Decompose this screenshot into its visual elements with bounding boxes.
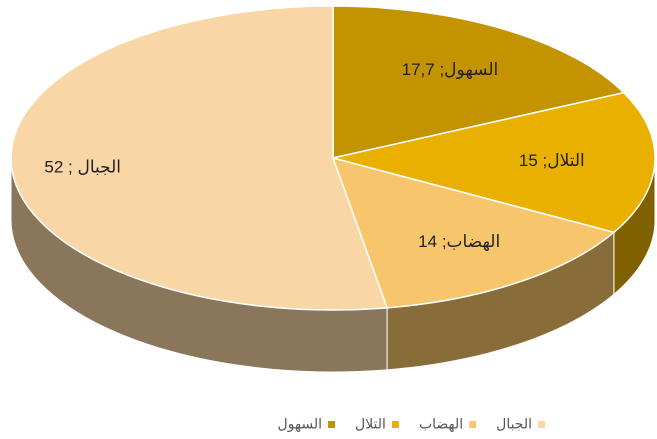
- legend-swatch: [538, 421, 545, 428]
- legend-swatch: [469, 421, 477, 428]
- data-label: الجبال ; 52: [44, 157, 121, 176]
- data-label: التلال; 15: [519, 151, 585, 170]
- legend-swatch: [328, 421, 336, 428]
- slice: [332, 5, 626, 159]
- legend-label: الجبال: [496, 416, 532, 432]
- legend-label: التلال: [355, 416, 386, 432]
- data-label: الهضاب; 14: [418, 232, 500, 252]
- data-label: السهول; 17,7: [402, 60, 499, 80]
- legend-label: السهول: [278, 416, 323, 433]
- slice: [10, 5, 389, 311]
- slice: [332, 91, 656, 234]
- legend-label: الهضاب: [419, 416, 463, 433]
- slice: [331, 156, 616, 309]
- legend-swatch: [391, 421, 399, 428]
